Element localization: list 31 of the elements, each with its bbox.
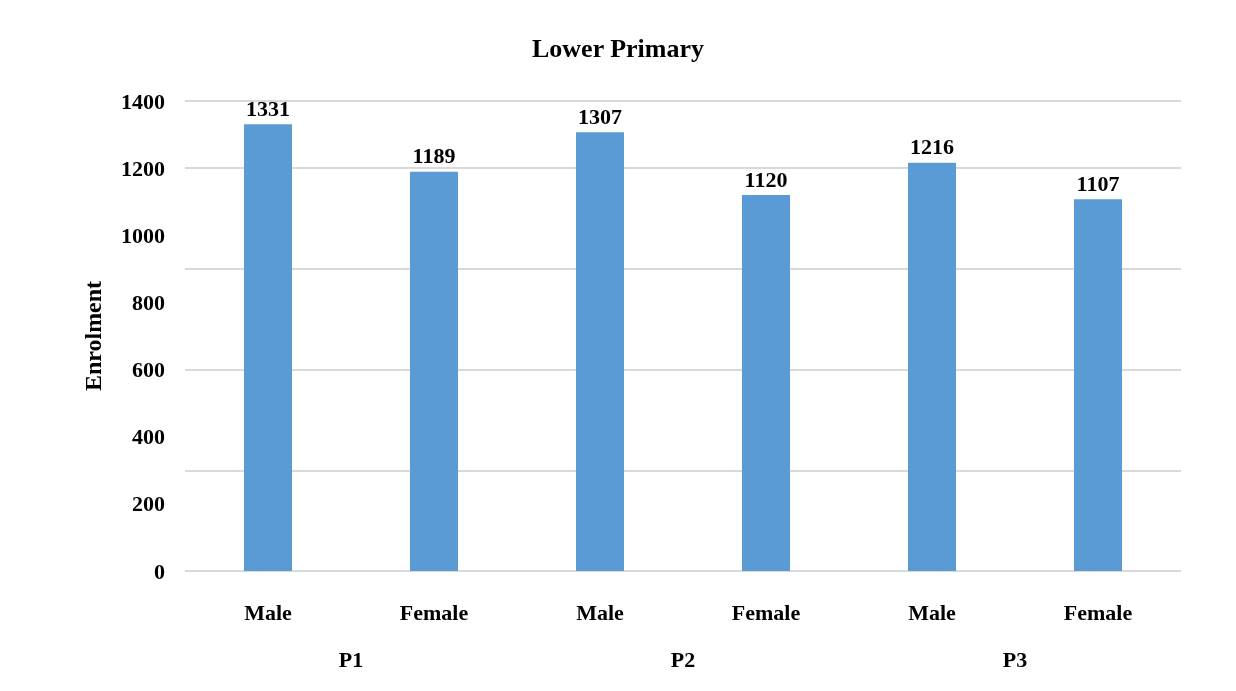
data-label: 1189 bbox=[412, 143, 456, 169]
y-tick-label: 800 bbox=[132, 289, 165, 315]
y-tick-label: 0 bbox=[154, 558, 165, 584]
bar bbox=[1074, 199, 1122, 571]
bar bbox=[410, 171, 458, 571]
x-tick-label: Female bbox=[1063, 599, 1133, 625]
x-tick-label: Male bbox=[576, 599, 625, 625]
text: P2 bbox=[670, 646, 696, 672]
y-tick-label: 600 bbox=[132, 357, 165, 383]
data-label: 1307 bbox=[578, 103, 622, 129]
x-tick-label: Female bbox=[399, 599, 469, 625]
bar bbox=[908, 162, 956, 571]
x-tick-label: Female bbox=[731, 599, 801, 625]
x-tick-label: Male bbox=[244, 599, 293, 625]
data-label: 1216 bbox=[910, 134, 954, 160]
y-tick-label: 200 bbox=[132, 491, 165, 517]
y-tick-label: 1200 bbox=[121, 155, 165, 181]
chart-title: Lower Primary bbox=[531, 33, 705, 63]
y-axis-title: Enrolment bbox=[80, 280, 106, 392]
text: P3 bbox=[1002, 646, 1028, 672]
bar bbox=[244, 124, 292, 571]
data-label: 1107 bbox=[1076, 170, 1120, 196]
data-label: 1120 bbox=[744, 166, 788, 192]
y-tick-label: 1400 bbox=[121, 88, 165, 114]
bar bbox=[576, 132, 624, 571]
text: P1 bbox=[338, 646, 364, 672]
x-tick-label: Male bbox=[908, 599, 957, 625]
bar bbox=[742, 195, 790, 571]
data-label: 1331 bbox=[246, 95, 290, 121]
y-tick-label: 1000 bbox=[121, 222, 165, 248]
y-tick-label: 400 bbox=[132, 424, 165, 450]
